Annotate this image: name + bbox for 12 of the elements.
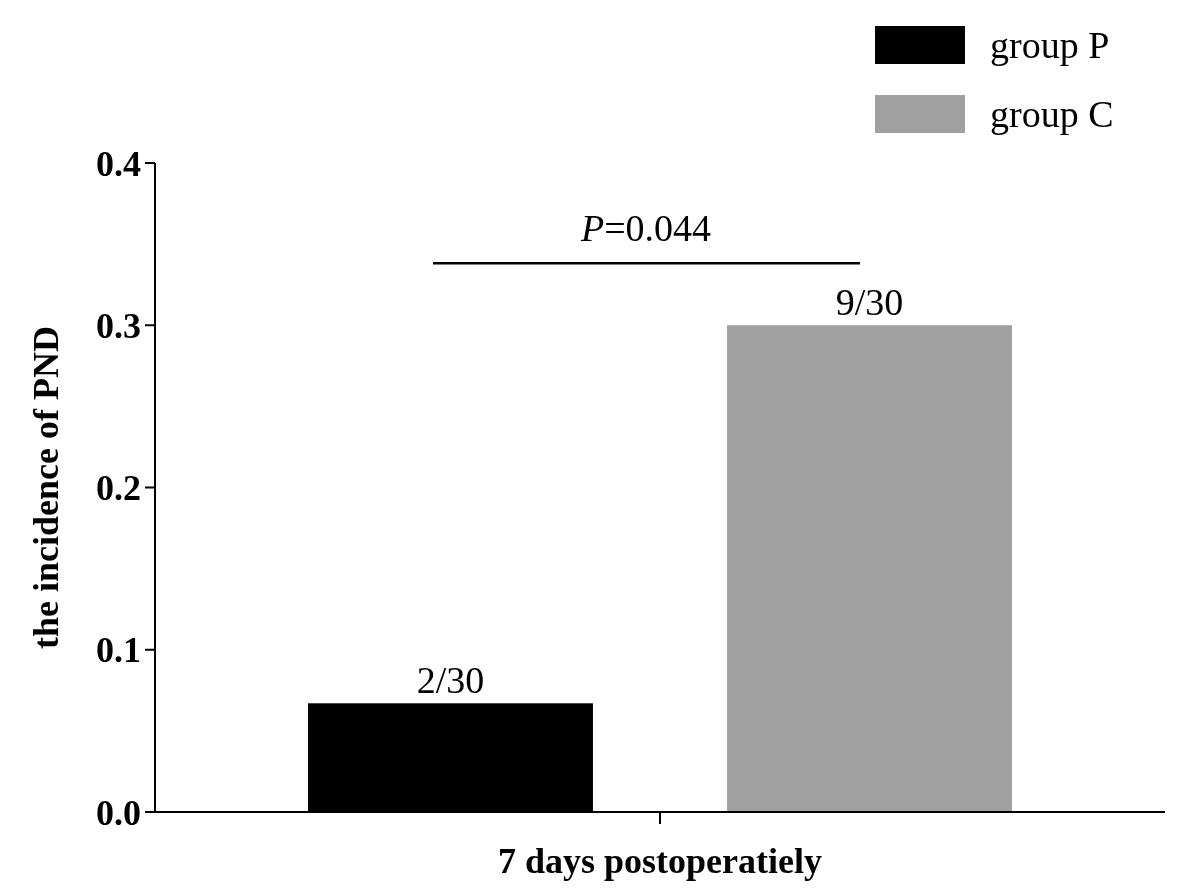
annotation: P=0.044 — [579, 207, 712, 250]
x-tick-label: 7 days postoperatiely — [498, 841, 822, 881]
data-label: 2/30 — [416, 659, 485, 702]
legend-label: group P — [990, 24, 1110, 67]
data-label: 9/30 — [835, 281, 904, 324]
y-tick-label: 0.1 — [96, 630, 141, 671]
y-tick-label: 0.3 — [96, 305, 141, 346]
y-tick-label: 0.4 — [96, 143, 141, 184]
y-tick-label: 0.2 — [96, 468, 141, 509]
legend-label: group C — [990, 93, 1114, 136]
y-tick-label: 0.0 — [96, 792, 141, 833]
y-axis-title: the incidence of PND — [26, 326, 66, 649]
